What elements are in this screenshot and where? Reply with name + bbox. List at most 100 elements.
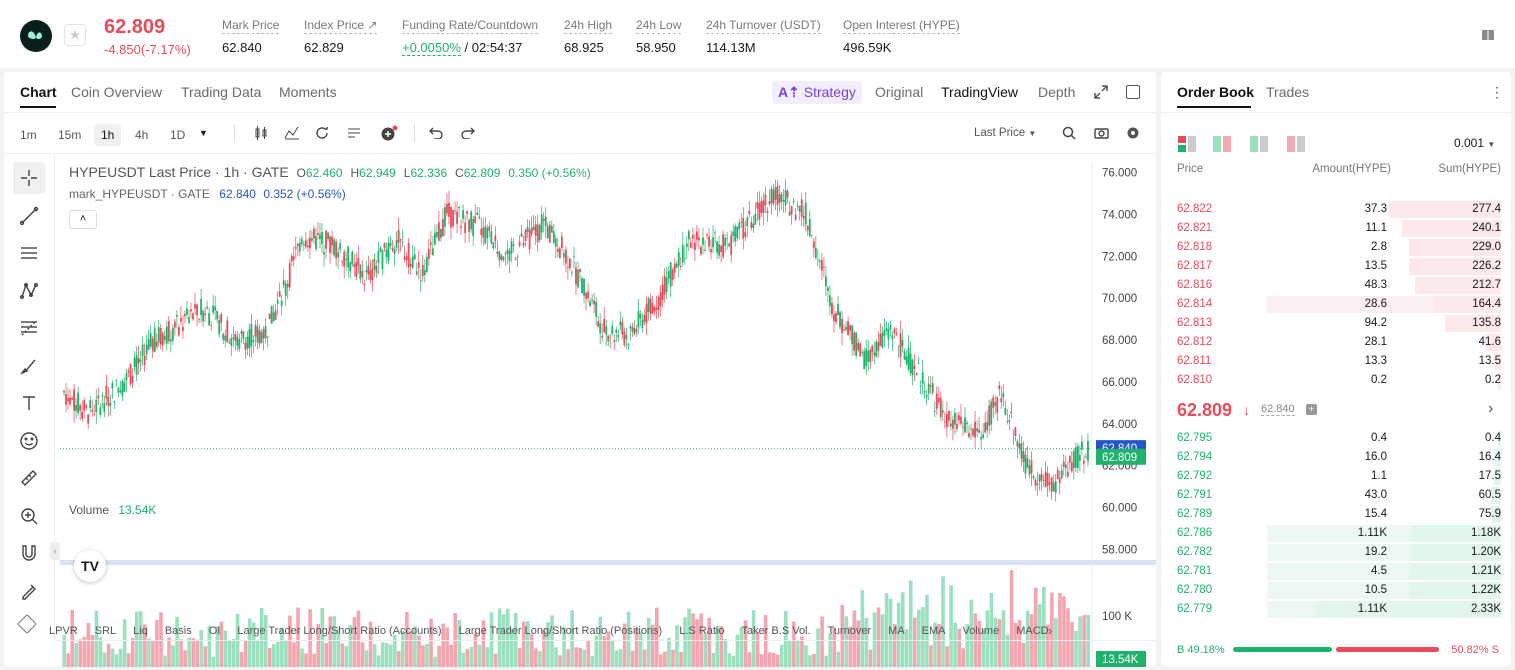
volume-bar xyxy=(521,621,526,667)
indicator-2[interactable]: Liq xyxy=(133,625,148,637)
collapse-legend-icon[interactable]: ˄ xyxy=(69,210,97,229)
strategy-button[interactable]: A⇡ Strategy xyxy=(772,81,862,104)
timeframe-1h[interactable]: 1h xyxy=(94,124,122,146)
indicator-11[interactable]: EMA xyxy=(921,625,946,637)
brush-tool-icon[interactable] xyxy=(13,350,45,382)
expand-icon[interactable] xyxy=(1094,85,1108,102)
indicator-4[interactable]: OI xyxy=(208,625,221,637)
bid-row[interactable]: 62.789 15.4 75.9 xyxy=(1161,505,1511,524)
candle-body xyxy=(647,298,650,312)
ask-row[interactable]: 62.813 94.2 135.8 xyxy=(1161,314,1511,333)
ask-row[interactable]: 62.822 37.3 277.4 xyxy=(1161,200,1511,219)
ask-row[interactable]: 62.817 13.5 226.2 xyxy=(1161,257,1511,276)
horizontal-lines-tool-icon[interactable] xyxy=(13,237,45,269)
undo-icon[interactable] xyxy=(429,127,443,142)
indicator-5[interactable]: Large Trader Long/Short Ratio (Accounts) xyxy=(237,625,442,637)
tab-chart[interactable]: Chart xyxy=(20,84,57,100)
indicator-1[interactable]: SRL xyxy=(94,625,117,637)
timeframe-1m[interactable]: 1m xyxy=(20,128,37,142)
tab-coin-overview[interactable]: Coin Overview xyxy=(71,84,163,100)
favorite-star-icon[interactable]: ★ xyxy=(64,24,86,46)
bid-row[interactable]: 62.794 16.0 16.4 xyxy=(1161,448,1511,467)
indicators-icon[interactable] xyxy=(284,126,300,143)
volume-bar xyxy=(602,636,607,667)
more-options-icon[interactable]: ⋮ xyxy=(1490,84,1504,100)
ask-row[interactable]: 62.812 28.1 41.6 xyxy=(1161,333,1511,352)
indicator-10[interactable]: MA xyxy=(888,625,905,637)
zoom-in-tool-icon[interactable] xyxy=(13,500,45,532)
mark-info-icon[interactable]: + xyxy=(1306,404,1317,415)
drawing-lock-icon[interactable] xyxy=(17,614,37,634)
book-icon[interactable] xyxy=(1481,28,1495,42)
indicator-8[interactable]: Taker B.S Vol. xyxy=(741,625,811,637)
collapse-toolbar-icon[interactable]: ‹ xyxy=(50,542,60,560)
indicator-0[interactable]: LPVR xyxy=(49,625,78,637)
bid-row[interactable]: 62.779 1.11K 2.33K xyxy=(1161,600,1511,619)
candle-type-icon[interactable] xyxy=(253,126,269,143)
add-indicator-icon[interactable] xyxy=(380,125,398,144)
emoji-tool-icon[interactable] xyxy=(13,425,45,457)
indicator-7[interactable]: L.S Ratio xyxy=(679,625,725,637)
bid-row[interactable]: 62.795 0.4 0.4 xyxy=(1161,429,1511,448)
view-split-icon[interactable] xyxy=(1213,136,1231,155)
timeframe-15m[interactable]: 15m xyxy=(58,128,82,142)
timeframe-1d[interactable]: 1D xyxy=(170,128,186,142)
tab-trades[interactable]: Trades xyxy=(1266,84,1310,100)
ruler-tool-icon[interactable] xyxy=(13,462,45,494)
view-original[interactable]: Original xyxy=(875,84,924,100)
view-asks-icon[interactable] xyxy=(1287,136,1305,155)
replay-icon[interactable] xyxy=(315,126,329,143)
candle-body xyxy=(718,244,720,256)
indicator-12[interactable]: Volume xyxy=(962,625,1000,637)
indicator-9[interactable]: Turnover xyxy=(827,625,872,637)
price-source-select[interactable]: Last Price ▼ xyxy=(974,127,1037,139)
fibonacci-tool-icon[interactable] xyxy=(13,312,45,344)
volume-bar xyxy=(239,651,244,667)
tab-trading-data[interactable]: Trading Data xyxy=(181,84,262,100)
tradingview-logo-icon[interactable]: TV xyxy=(74,550,106,582)
ask-row[interactable]: 62.811 13.3 13.5 xyxy=(1161,352,1511,371)
bid-row[interactable]: 62.791 43.0 60.5 xyxy=(1161,486,1511,505)
bid-row[interactable]: 62.786 1.11K 1.18K xyxy=(1161,524,1511,543)
redo-icon[interactable] xyxy=(461,127,475,142)
tab-order-book[interactable]: Order Book xyxy=(1177,84,1255,100)
timeframe-dropdown-icon[interactable]: ▼ xyxy=(199,128,208,138)
volume-bar xyxy=(638,632,643,667)
trend-line-tool-icon[interactable] xyxy=(13,200,45,232)
magnet-tool-icon[interactable] xyxy=(13,537,45,569)
list-settings-icon[interactable] xyxy=(347,126,361,143)
ask-row[interactable]: 62.810 0.2 0.2 xyxy=(1161,371,1511,390)
chevron-right-icon[interactable]: › xyxy=(1488,400,1494,417)
price-chart[interactable]: 76.000 74.000 72.000 70.000 68.000 66.000 64.0… xyxy=(60,162,1156,667)
search-icon[interactable] xyxy=(1062,126,1076,143)
chevron-right-icon[interactable]: › xyxy=(1048,623,1053,638)
view-depth[interactable]: Depth xyxy=(1038,84,1076,100)
pattern-tool-icon[interactable] xyxy=(13,275,45,307)
timeframe-4h[interactable]: 4h xyxy=(135,128,149,142)
camera-icon[interactable] xyxy=(1094,126,1109,142)
view-both-icon[interactable] xyxy=(1178,136,1196,155)
tab-moments[interactable]: Moments xyxy=(279,84,337,100)
view-bids-icon[interactable] xyxy=(1250,136,1268,155)
crosshair-tool-icon[interactable] xyxy=(13,162,45,194)
bid-row[interactable]: 62.780 10.5 1.22K xyxy=(1161,581,1511,600)
indicator-3[interactable]: Basis xyxy=(164,625,192,637)
bid-row[interactable]: 62.792 1.1 17.5 xyxy=(1161,467,1511,486)
indicator-13[interactable]: MACD xyxy=(1016,625,1049,637)
candle-body xyxy=(177,327,180,336)
bid-row[interactable]: 62.782 19.2 1.20K xyxy=(1161,543,1511,562)
text-tool-icon[interactable] xyxy=(13,387,45,419)
lock-drawing-icon[interactable] xyxy=(13,575,45,607)
candle-body xyxy=(440,228,442,238)
bid-row[interactable]: 62.781 4.5 1.21K xyxy=(1161,562,1511,581)
ask-row[interactable]: 62.818 2.8 229.0 xyxy=(1161,238,1511,257)
precision-select[interactable]: 0.001 ▼ xyxy=(1454,136,1496,150)
ask-row[interactable]: 62.821 11.1 240.1 xyxy=(1161,219,1511,238)
settings-gear-icon[interactable] xyxy=(1126,126,1140,143)
stat-index-price[interactable]: Index Price ↗ 62.829 xyxy=(304,18,378,55)
ask-row[interactable]: 62.816 48.3 212.7 xyxy=(1161,276,1511,295)
indicator-6[interactable]: Large Trader Long/Short Ratio (Positions… xyxy=(458,625,663,637)
window-icon[interactable] xyxy=(1126,85,1140,99)
view-tradingview[interactable]: TradingView xyxy=(941,84,1019,100)
ask-row[interactable]: 62.814 28.6 164.4 xyxy=(1161,295,1511,314)
